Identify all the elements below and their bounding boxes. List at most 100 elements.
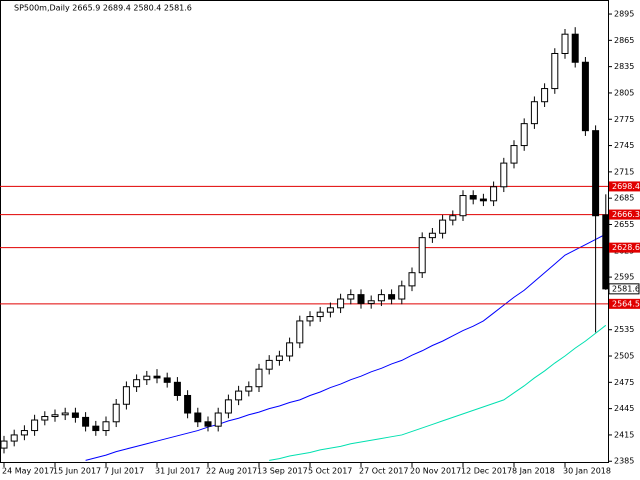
- candle-body: [592, 130, 600, 217]
- candle-body: [235, 390, 243, 401]
- candle-body: [133, 379, 141, 388]
- chart-title: SP500m,Daily 2665.9 2689.4 2580.4 2581.6: [14, 4, 192, 13]
- candle-body: [337, 298, 345, 309]
- candle-body: [520, 123, 528, 147]
- candle-body: [214, 412, 222, 427]
- y-tick-label: 2865: [614, 36, 634, 45]
- level-label: 2628.6: [612, 243, 640, 252]
- x-tick-label: 13 Sep 2017: [257, 467, 308, 476]
- last-price-tag: [608, 283, 640, 295]
- candle-body: [357, 294, 365, 304]
- candle-body: [296, 320, 304, 344]
- level-label: 2666.3: [612, 210, 640, 219]
- candle-body: [224, 399, 232, 414]
- candle-body: [204, 421, 212, 427]
- y-tick-label: 2835: [614, 62, 634, 71]
- candle-body: [194, 412, 202, 423]
- candle-body: [581, 61, 589, 132]
- y-tick-label: 2805: [614, 88, 634, 97]
- candle-body: [0, 440, 8, 449]
- level-tag: [609, 242, 640, 253]
- candle-body: [31, 419, 39, 432]
- candle-body: [541, 88, 549, 103]
- candle-body: [449, 215, 457, 221]
- y-tick-label: 2505: [614, 352, 634, 361]
- x-tick-label: 24 May 2017: [2, 467, 54, 476]
- candle-body: [377, 294, 385, 302]
- candle-body: [490, 186, 498, 202]
- candle-body: [439, 219, 447, 234]
- candle-body: [500, 162, 508, 188]
- candle-body: [92, 425, 100, 432]
- x-tick-label: 12 Dec 2017: [461, 467, 512, 476]
- y-tick-label: 2445: [614, 404, 634, 413]
- moving-average: [85, 233, 607, 461]
- y-tick-label: 2595: [614, 273, 634, 282]
- candle-body: [61, 412, 69, 416]
- x-tick-label: 15 Jun 2017: [53, 467, 101, 476]
- candle-body: [306, 316, 314, 322]
- candle-body: [10, 434, 18, 442]
- y-tick-label: 2745: [614, 141, 634, 150]
- candle-body: [408, 272, 416, 287]
- candle-body: [326, 307, 334, 313]
- candle-body: [551, 52, 559, 90]
- candle-body: [102, 421, 110, 432]
- y-tick-label: 2385: [614, 457, 634, 466]
- candle-body: [510, 145, 518, 164]
- level-label: 2698.4: [612, 182, 640, 191]
- candle-body: [275, 355, 283, 361]
- candle-body: [479, 198, 487, 202]
- y-tick-label: 2775: [614, 115, 634, 124]
- candle-body: [51, 414, 59, 418]
- x-tick-label: 8 Jan 2018: [512, 467, 555, 476]
- candle-body: [184, 394, 192, 414]
- level-tag: [609, 209, 640, 220]
- candle-body: [112, 403, 120, 423]
- level-tag: [609, 181, 640, 192]
- candle-body: [153, 375, 161, 379]
- level-tag: [609, 298, 640, 309]
- x-tick-label: 7 Jul 2017: [104, 467, 144, 476]
- candle-body: [286, 342, 294, 357]
- y-tick-label: 2895: [614, 10, 634, 19]
- x-tick-label: 27 Oct 2017: [359, 467, 408, 476]
- candle-body: [418, 237, 426, 274]
- candle-body: [388, 294, 396, 300]
- candle-body: [459, 195, 467, 217]
- candle-body: [530, 101, 538, 125]
- y-tick-label: 2685: [614, 194, 634, 203]
- candle-body: [367, 300, 375, 304]
- candle-body: [469, 195, 477, 200]
- candle-body: [82, 416, 90, 427]
- y-tick-label: 2655: [614, 220, 634, 229]
- x-tick-label: 31 Jul 2017: [155, 467, 200, 476]
- candle-body: [122, 386, 130, 405]
- candle-body: [41, 416, 49, 421]
- level-label: 2564.5: [612, 299, 640, 308]
- candle-body: [428, 232, 436, 239]
- candle-body: [173, 381, 181, 396]
- x-tick-label: 30 Jan 2018: [563, 467, 611, 476]
- y-tick-label: 2475: [614, 378, 634, 387]
- candle-body: [316, 311, 324, 318]
- candle-body: [571, 33, 579, 63]
- candle-body: [602, 214, 610, 290]
- candle-body: [561, 33, 569, 54]
- x-tick-label: 5 Oct 2017: [308, 467, 352, 476]
- candle-body: [245, 386, 253, 392]
- last-price-label: 2581.6: [612, 284, 640, 293]
- candle-body: [163, 377, 171, 383]
- candle-body: [398, 285, 406, 300]
- x-tick-label: 22 Aug 2017: [206, 467, 257, 476]
- plot-frame: [0, 0, 609, 463]
- candle-body: [265, 359, 273, 370]
- candle-body: [255, 368, 263, 388]
- candle-body: [20, 430, 28, 436]
- y-tick-label: 2535: [614, 325, 634, 334]
- candle-body: [143, 375, 151, 381]
- moving-average: [269, 324, 607, 461]
- x-tick-label: 20 Nov 2017: [410, 467, 461, 476]
- y-tick-label: 2415: [614, 430, 634, 439]
